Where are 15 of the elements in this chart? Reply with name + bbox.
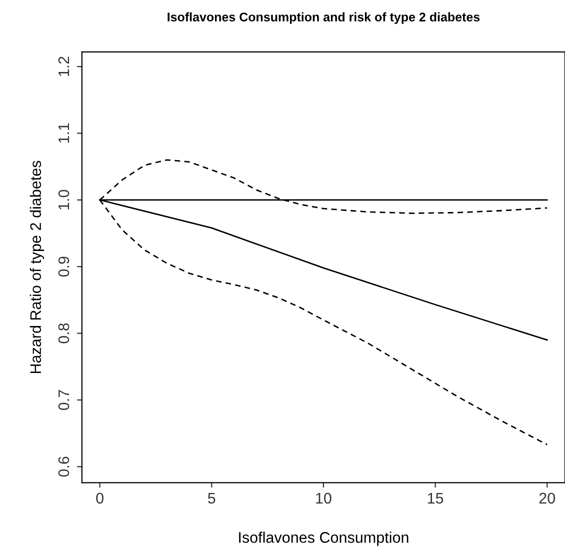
- x-axis-title: Isoflavones Consumption: [239, 532, 408, 546]
- x-tick-label: 20: [539, 492, 556, 504]
- y-tick-label: 1.0: [58, 190, 70, 210]
- x-tick-label: 10: [316, 492, 332, 504]
- y-tick-label: 1.2: [58, 56, 70, 76]
- chart-title: Isoflavones Consumption and risk of type 2 diabetes: [168, 12, 480, 24]
- y-tick-label: 0.9: [58, 256, 70, 277]
- y-tick-label: 0.6: [58, 456, 70, 477]
- y-tick-label: 0.7: [58, 390, 70, 410]
- x-tick-label: 15: [428, 492, 444, 504]
- x-tick-label: 0: [96, 492, 104, 504]
- y-tick-label: 0.8: [58, 323, 70, 344]
- y-axis-title: Hazard Ratio of type 2 diabetes: [30, 160, 44, 374]
- x-tick-label: 5: [208, 492, 216, 504]
- y-tick-label: 1.1: [58, 123, 70, 143]
